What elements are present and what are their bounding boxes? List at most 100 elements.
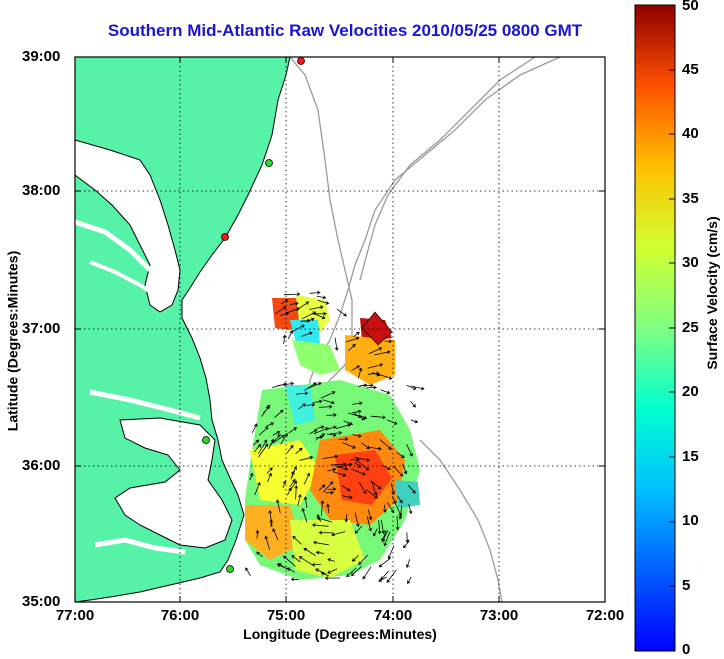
- velocity-vector: [288, 427, 298, 434]
- velocity-vector: [320, 391, 336, 399]
- velocity-vector: [319, 404, 333, 409]
- velocity-vector: [354, 461, 362, 468]
- patch-main-cyan: [285, 385, 315, 425]
- velocity-vector: [303, 472, 311, 485]
- velocity-vector: [392, 465, 404, 477]
- velocity-vector: [380, 519, 386, 535]
- velocity-vector: [275, 499, 281, 514]
- velocity-vector: [291, 555, 301, 563]
- velocity-vector: [315, 550, 325, 555]
- velocity-vector: [289, 480, 297, 492]
- velocity-vector: [274, 306, 287, 315]
- river-neuse: [94, 537, 186, 555]
- velocity-vector: [407, 485, 416, 494]
- velocity-vector: [256, 551, 263, 558]
- velocity-vector: [327, 467, 337, 472]
- velocity-vector: [410, 400, 416, 408]
- colorbar-label: Surface Velocity (cm/s): [704, 216, 720, 370]
- patch-south-yellow: [290, 520, 365, 578]
- velocity-vector: [330, 462, 347, 467]
- velocity-vector: [351, 565, 362, 577]
- velocity-vector: [327, 568, 338, 574]
- patch-north-green: [292, 340, 340, 375]
- velocity-vector: [378, 557, 391, 568]
- velocity-vector: [366, 385, 377, 390]
- velocity-vector: [322, 399, 335, 405]
- velocity-vector: [317, 300, 330, 305]
- colorbar-tick-label: 15: [682, 448, 699, 465]
- x-tick-label: 73:00: [479, 607, 519, 624]
- colorbar-tick-label: 5: [682, 577, 691, 594]
- station-marker: [221, 233, 229, 241]
- velocity-vector: [277, 563, 288, 570]
- x-tick-label: 75:00: [266, 607, 306, 624]
- velocity-vector: [294, 485, 299, 500]
- velocity-vector: [396, 451, 405, 458]
- colorbar-tick-label: 10: [682, 512, 699, 529]
- velocity-vector: [289, 301, 299, 306]
- y-tick-label: 39:00: [22, 48, 61, 65]
- velocity-vector: [397, 495, 403, 504]
- velocity-vector: [318, 484, 326, 491]
- velocity-vector: [366, 516, 373, 532]
- colorbar-tick-label: 40: [682, 125, 699, 142]
- colorbar-tick-label: 25: [682, 319, 699, 336]
- radar-stations: [202, 57, 305, 573]
- velocity-vector: [381, 530, 389, 543]
- velocity-vector: [298, 403, 306, 410]
- velocity-vector: [316, 295, 327, 300]
- velocity-vector: [346, 336, 360, 343]
- velocity-vector: [337, 462, 353, 468]
- y-tick-label: 36:00: [22, 457, 61, 474]
- velocity-vector: [411, 385, 425, 391]
- velocity-vector: [410, 419, 419, 424]
- velocity-vector: [406, 444, 413, 457]
- velocity-vector: [358, 482, 367, 495]
- chart-title: Southern Mid-Atlantic Raw Velocities 201…: [107, 21, 583, 40]
- velocity-vector: [354, 512, 360, 528]
- velocity-vector: [265, 422, 275, 427]
- velocity-vector: [301, 331, 313, 337]
- velocity-vector: [311, 523, 329, 527]
- velocity-vector: [315, 435, 324, 440]
- velocity-vector: [370, 480, 382, 490]
- velocity-vector: [329, 430, 343, 435]
- velocity-vector: [362, 566, 372, 580]
- patch-east-orange: [345, 335, 395, 385]
- velocity-vector: [252, 439, 260, 446]
- patch-main-red: [335, 450, 392, 505]
- velocity-vector: [395, 515, 400, 531]
- colorbar-tick-label: 30: [682, 254, 699, 271]
- velocity-vector: [300, 318, 311, 323]
- velocity-vector: [251, 423, 258, 433]
- velocity-vector: [377, 373, 393, 380]
- axis-ticks: [75, 57, 605, 602]
- velocity-vector: [369, 446, 382, 451]
- velocity-vector: [287, 487, 292, 496]
- x-tick-label: 74:00: [373, 607, 413, 624]
- velocity-vector: [295, 447, 303, 455]
- velocity-vector: [295, 301, 310, 311]
- colorbar-tick-label: 50: [682, 0, 699, 14]
- velocity-vector: [358, 554, 368, 565]
- velocity-vector: [298, 556, 313, 566]
- velocity-vector: [318, 530, 334, 535]
- velocity-vector: [351, 365, 361, 372]
- velocity-vector: [309, 305, 324, 310]
- velocity-vector: [322, 454, 339, 459]
- velocity-vector: [336, 308, 347, 317]
- velocity-vector: [353, 331, 360, 338]
- velocity-vector: [245, 567, 251, 577]
- velocity-vector: [326, 433, 337, 437]
- velocity-vector: [267, 472, 272, 482]
- velocity-vector: [342, 442, 356, 449]
- velocity-vector: [316, 516, 333, 523]
- velocity-vector: [309, 429, 318, 435]
- velocity-vector: [320, 500, 325, 516]
- velocity-vector: [386, 569, 397, 583]
- y-tick-label: 38:00: [22, 182, 61, 199]
- patch-southeast-teal: [395, 480, 420, 508]
- velocity-vector: [324, 576, 340, 580]
- velocity-vector: [360, 383, 374, 388]
- velocity-vector: [282, 480, 287, 489]
